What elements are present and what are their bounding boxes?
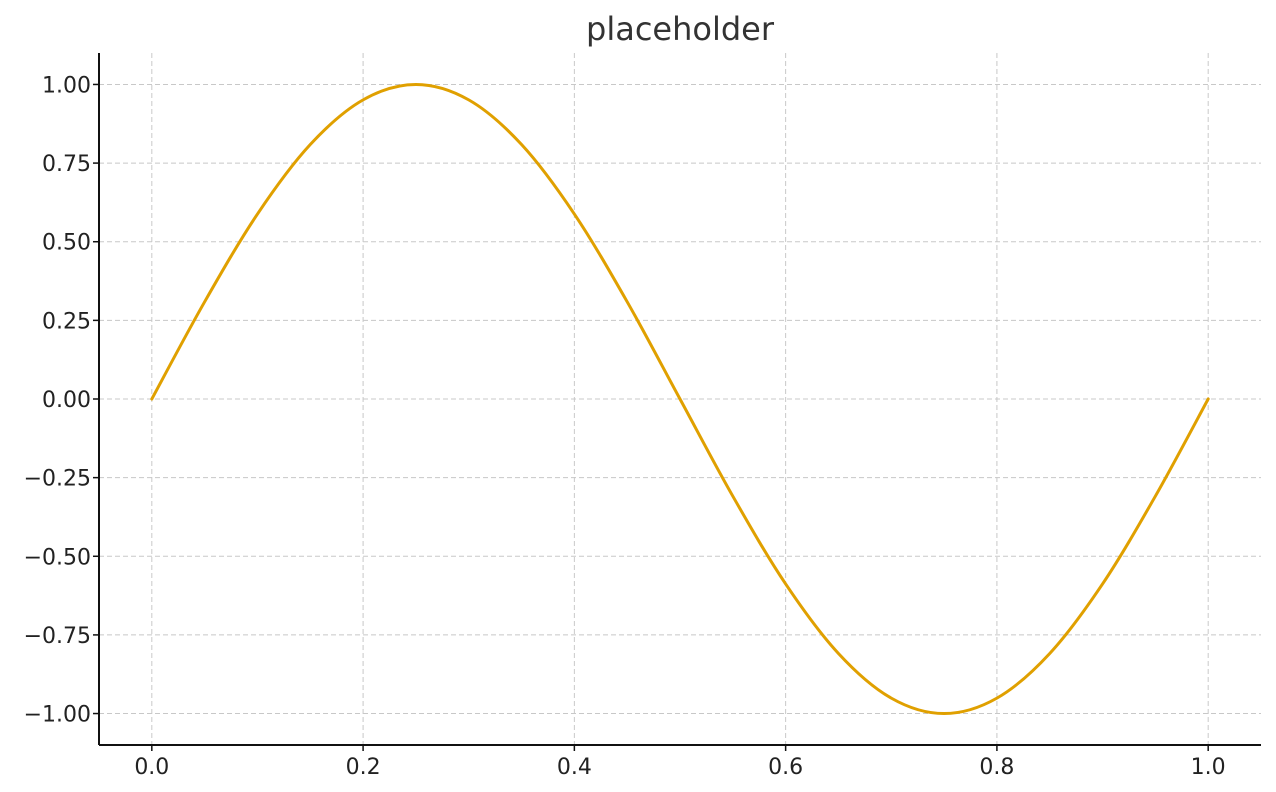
x-tick-label: 0.2 bbox=[346, 755, 381, 780]
x-tick-label: 1.0 bbox=[1191, 755, 1226, 780]
axes bbox=[93, 53, 1261, 751]
y-tick-label: −0.75 bbox=[24, 624, 91, 649]
y-tick-label: 0.25 bbox=[42, 309, 91, 334]
y-tick-label: −0.25 bbox=[24, 467, 91, 492]
y-tick-label: −1.00 bbox=[24, 703, 91, 728]
y-tick-label: 1.00 bbox=[42, 73, 91, 98]
x-tick-label: 0.6 bbox=[768, 755, 803, 780]
series-layer bbox=[150, 82, 1210, 716]
y-tick-label: 0.00 bbox=[42, 388, 91, 413]
x-tick-label: 0.0 bbox=[134, 755, 169, 780]
tick-labels: 0.0 0.2 0.4 0.6 0.8 1.0 1.00 0.75 0.50 0.25 0.00 −0… bbox=[24, 73, 1226, 780]
chart-title: placeholder bbox=[586, 10, 775, 48]
x-tick-label: 0.4 bbox=[557, 755, 592, 780]
y-tick-label: −0.50 bbox=[24, 545, 91, 570]
series-line-0 bbox=[150, 82, 1210, 716]
y-tick-label: 0.75 bbox=[42, 152, 91, 177]
y-tick-label: 0.50 bbox=[42, 231, 91, 256]
x-tick-label: 0.8 bbox=[979, 755, 1014, 780]
